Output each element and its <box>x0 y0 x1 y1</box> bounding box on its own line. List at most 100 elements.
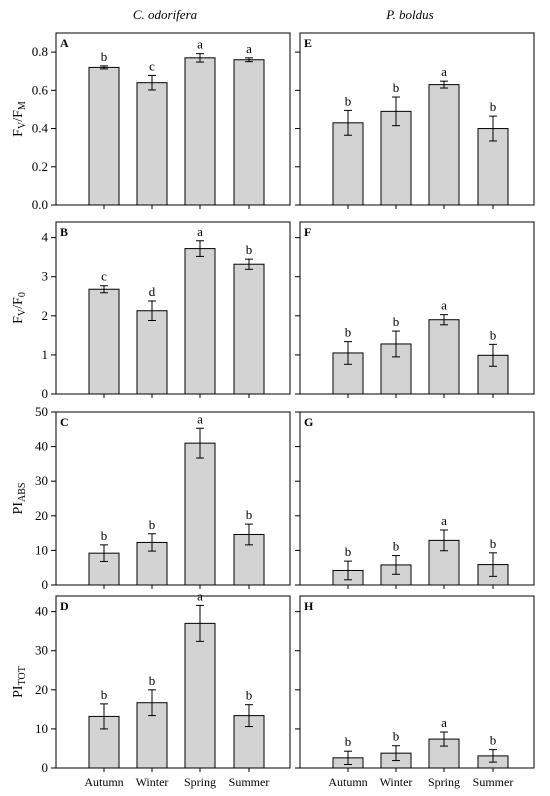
plot-frame <box>299 411 535 586</box>
panel-label: G <box>304 415 313 429</box>
significance-label: a <box>197 37 203 52</box>
bar-summer <box>233 59 265 206</box>
panel-e: Eb b a b <box>295 32 535 209</box>
y-tick-label: 10 <box>35 542 48 557</box>
y-axis-title-subscript: M <box>17 101 28 110</box>
x-tick-label: Spring <box>428 775 460 789</box>
x-tick-label: Summer <box>473 775 514 789</box>
y-axis-title: FV/F0 <box>11 292 28 324</box>
x-tick-label: Winter <box>380 775 413 789</box>
significance-label: b <box>345 734 352 749</box>
y-axis-title: FV/FM <box>11 101 28 137</box>
bar-spring <box>428 84 460 206</box>
significance-label: d <box>149 284 156 299</box>
y-tick-label: 10 <box>35 721 48 736</box>
bar-winter <box>136 310 168 395</box>
significance-label: a <box>246 41 252 56</box>
panel-f: Fb b a b <box>295 221 535 398</box>
y-axis-title-subscript: 0 <box>17 292 28 297</box>
y-tick-label: 0 <box>42 577 49 592</box>
y-axis-title-part: F <box>11 316 26 324</box>
panel-label: E <box>304 36 312 50</box>
y-axis-title-part: PI <box>11 502 26 515</box>
bar-autumn <box>332 122 364 206</box>
y-tick-label: 0.0 <box>32 197 48 212</box>
plot-frame <box>55 411 291 586</box>
y-axis-title-subscript: V <box>17 308 28 316</box>
x-tick-label: Winter <box>136 775 169 789</box>
plot-frame <box>299 221 535 395</box>
y-tick-label: 4 <box>42 230 49 245</box>
significance-label: b <box>246 688 253 703</box>
significance-label: b <box>393 314 400 329</box>
y-tick-label: 40 <box>35 604 48 619</box>
panel-label: B <box>60 225 68 239</box>
column-title-right: P. boldus <box>385 7 433 22</box>
y-tick-label: 50 <box>35 404 48 419</box>
significance-label: b <box>149 517 156 532</box>
x-tick-label: Autumn <box>328 775 367 789</box>
significance-label: b <box>490 536 497 551</box>
y-tick-label: 0 <box>42 386 49 401</box>
y-tick-label: 20 <box>35 508 48 523</box>
panel-label: C <box>60 415 69 429</box>
y-tick-label: 3 <box>42 269 49 284</box>
significance-label: a <box>441 715 447 730</box>
panel-d: D 0 10 20 30 40 PITOT b Autumn b Winter a Spring b Sum… <box>11 588 291 789</box>
y-tick-label: 0 <box>42 760 49 775</box>
y-axis-title-part: PI <box>11 685 26 698</box>
significance-label: b <box>393 80 400 95</box>
bar-spring <box>184 622 216 769</box>
panel-label: F <box>304 225 311 239</box>
significance-label: b <box>101 49 108 64</box>
significance-label: b <box>393 729 400 744</box>
plot-frame <box>55 595 291 769</box>
x-tick-label: Spring <box>184 775 216 789</box>
significance-label: c <box>101 269 107 284</box>
significance-label: b <box>345 544 352 559</box>
significance-label: b <box>490 327 497 342</box>
y-axis-title-subscript: TOT <box>17 666 28 685</box>
y-axis-title-part: /F <box>11 297 26 309</box>
significance-label: a <box>441 64 447 79</box>
plot-frame <box>299 595 535 769</box>
panel-label: H <box>304 599 314 613</box>
panel-h: Hb Autumn b Winter a Spring b Summer <box>295 595 535 789</box>
significance-label: c <box>149 58 155 73</box>
y-tick-label: 1 <box>42 347 49 362</box>
y-axis-title-subscript: V <box>17 121 28 129</box>
x-tick-label: Autumn <box>84 775 123 789</box>
significance-label: b <box>246 242 253 257</box>
y-axis-title-part: F <box>11 129 26 137</box>
x-tick-label: Summer <box>229 775 270 789</box>
panel-c: C 0 10 20 30 40 50 PIABS b b a b <box>11 404 291 592</box>
bar-summer <box>233 263 265 395</box>
plot-frame <box>55 32 291 206</box>
y-axis-title-subscript: ABS <box>17 483 28 502</box>
y-tick-label: 0.6 <box>32 82 49 97</box>
significance-label: b <box>149 673 156 688</box>
significance-label: b <box>490 733 497 748</box>
bar-spring <box>184 442 216 586</box>
significance-label: b <box>246 507 253 522</box>
y-tick-label: 2 <box>42 308 49 323</box>
panel-g: Gb b a b <box>295 411 535 589</box>
bar-spring <box>184 248 216 395</box>
significance-label: b <box>101 528 108 543</box>
panel-label: D <box>60 599 69 613</box>
significance-label: a <box>197 411 203 426</box>
significance-label: b <box>101 687 108 702</box>
y-axis-title: PIABS <box>11 483 28 515</box>
bar-autumn <box>88 66 120 206</box>
y-tick-label: 40 <box>35 439 48 454</box>
y-axis-title-part: /F <box>11 110 26 122</box>
bar-winter <box>380 110 412 206</box>
significance-label: b <box>345 325 352 340</box>
bar-spring <box>428 319 460 395</box>
y-tick-label: 0.4 <box>32 121 49 136</box>
bar-winter <box>136 82 168 206</box>
y-tick-label: 30 <box>35 643 48 658</box>
